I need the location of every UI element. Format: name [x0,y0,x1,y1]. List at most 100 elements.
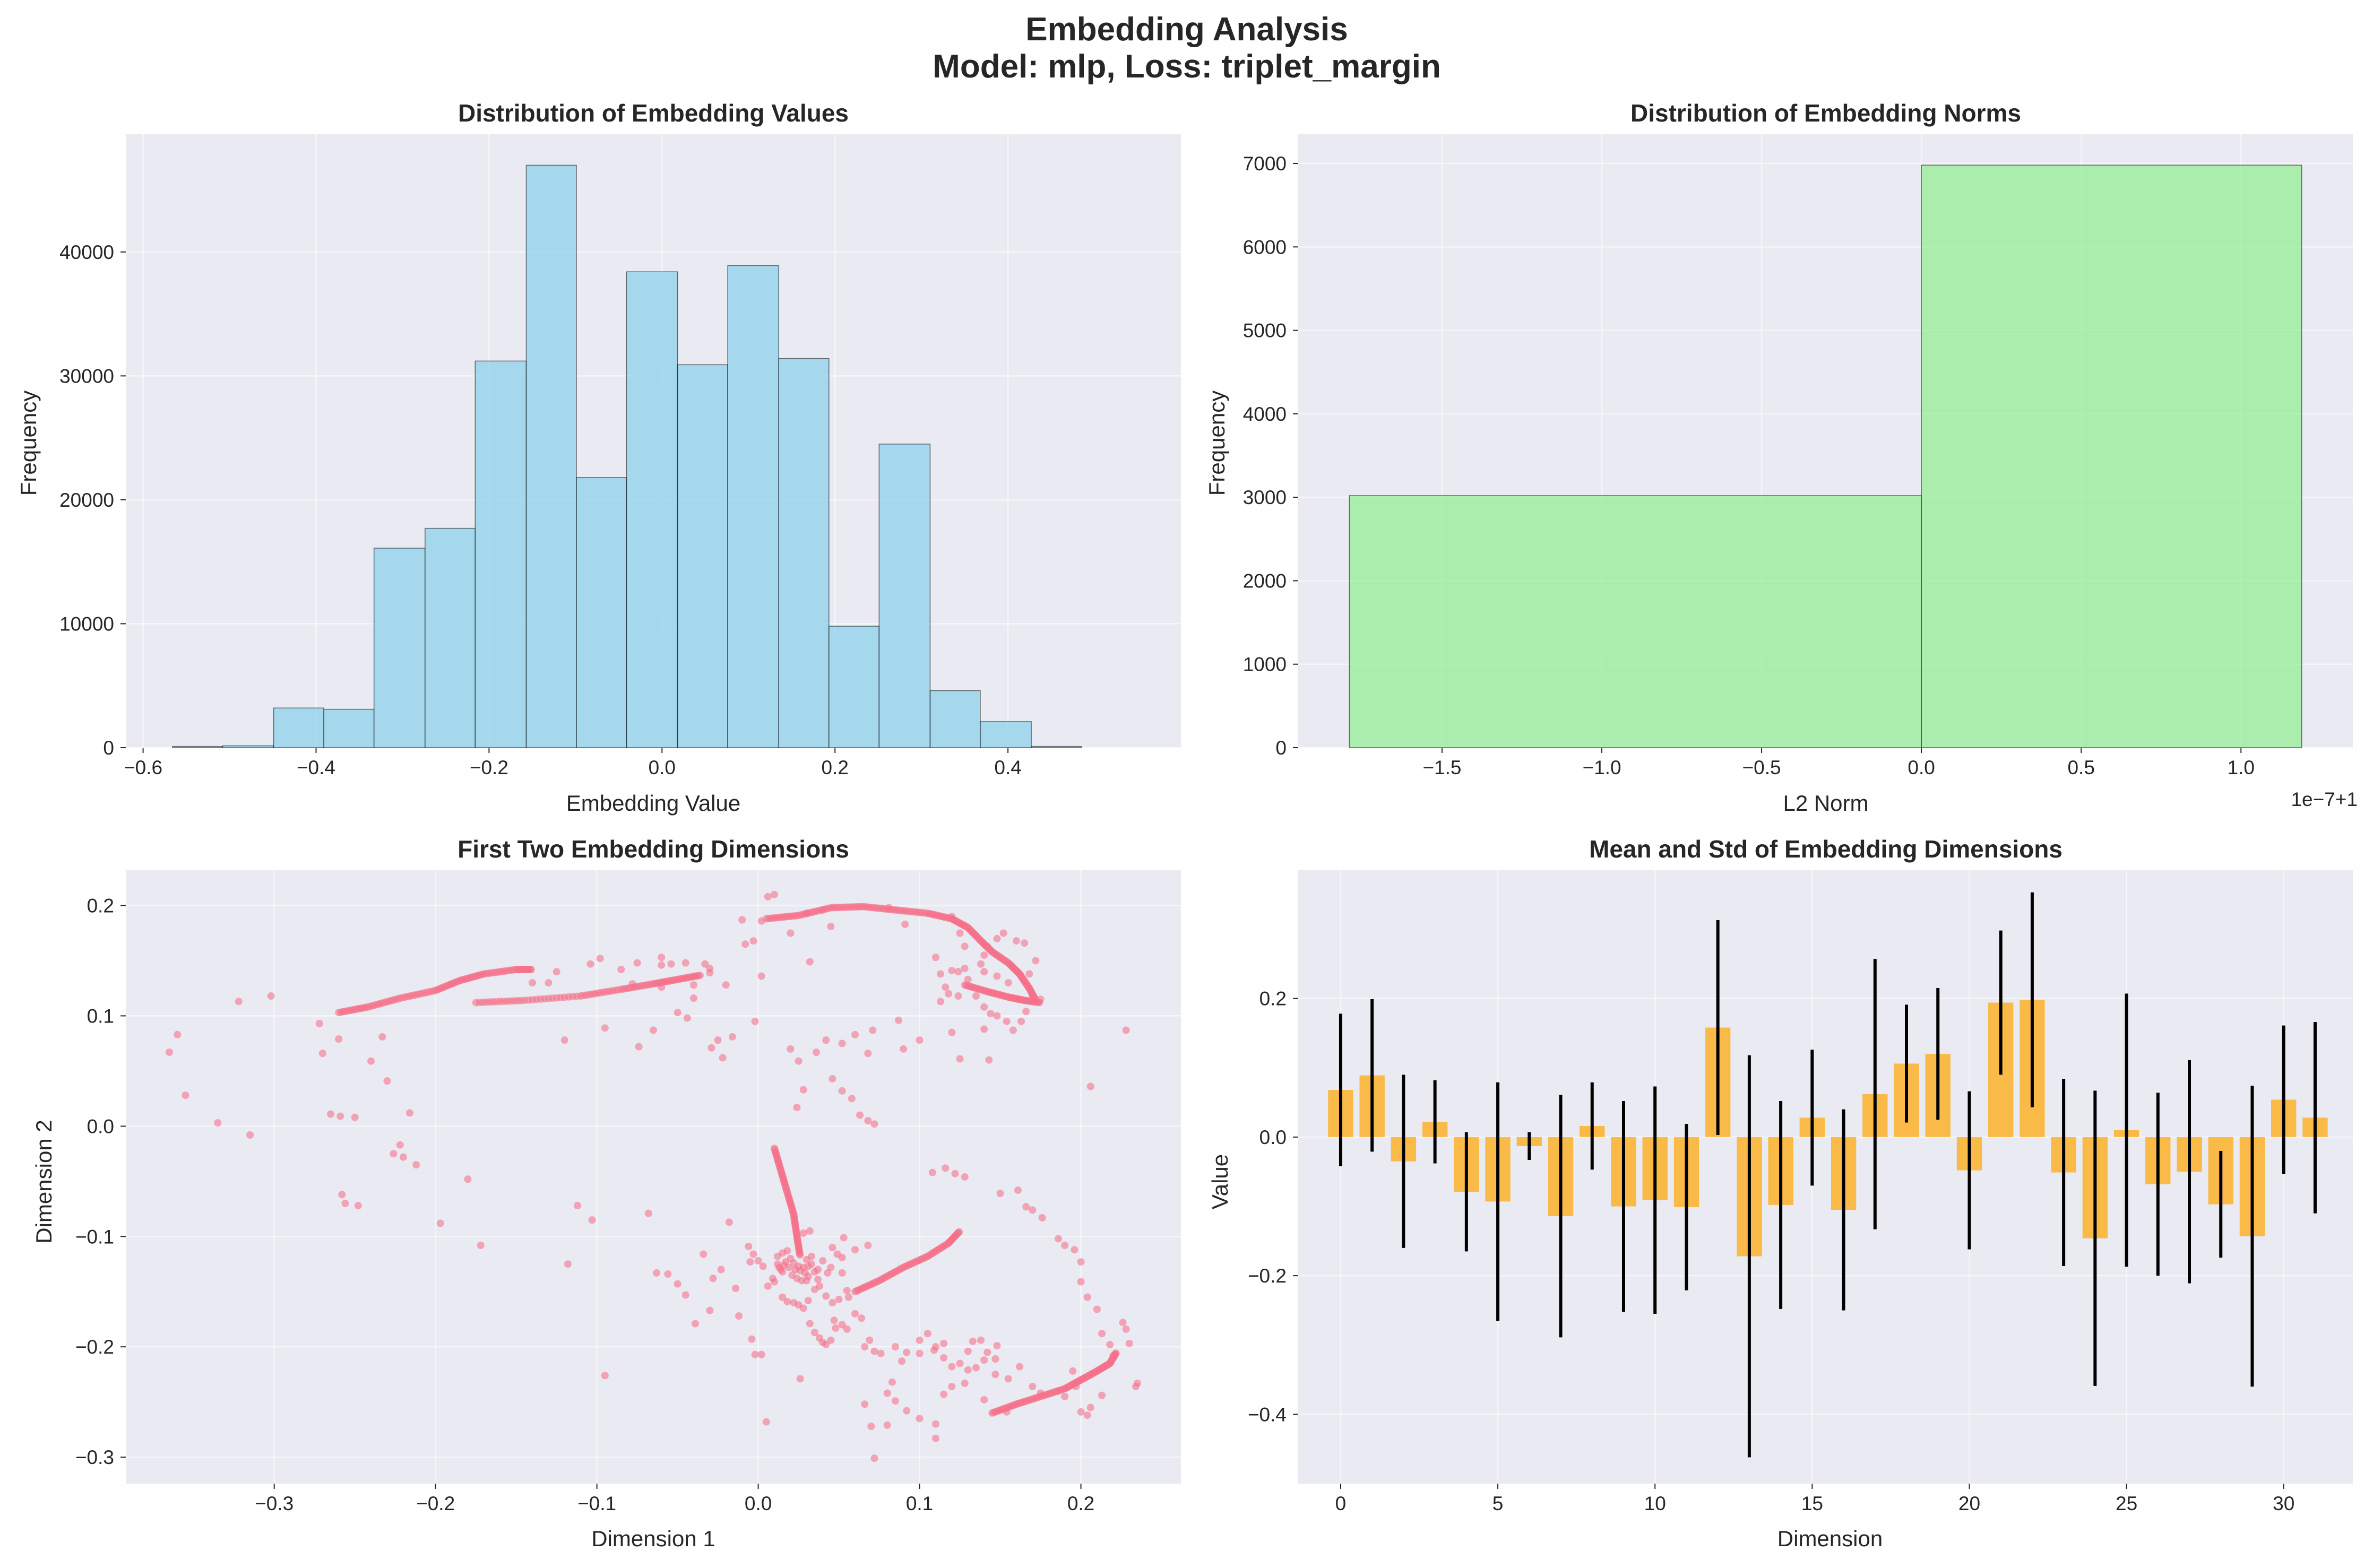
scatter-point [987,1010,995,1018]
norms-histogram-title: Distribution of Embedding Norms [1630,99,2021,127]
scatter-point [1012,937,1020,945]
scatter-point [246,1131,254,1139]
scatter-point [335,1035,343,1043]
scatter-point [378,1033,386,1041]
scatter-point [991,1371,999,1379]
scatter-point [709,1275,717,1283]
values-hist-xtick-label: −0.4 [297,757,335,778]
scatter-point [689,981,697,989]
scatter-point [813,1049,821,1056]
scatter-point [891,1343,899,1351]
scatter-point [336,1112,344,1120]
scatter-point [898,1357,906,1365]
scatter-point [1086,1082,1094,1090]
scatter-point [405,1109,413,1117]
scatter-point [956,1055,964,1063]
scatter-point [1119,1319,1127,1327]
scatter-point [788,1271,796,1279]
scatter-xtick-label: 0.0 [745,1493,772,1514]
scatter-point [961,1379,969,1387]
scatter-point [916,1036,924,1044]
scatter-point [895,1016,903,1024]
scatter-point [1061,1392,1069,1400]
scatter-point [888,1378,896,1386]
scatter-point [1022,1008,1030,1016]
scatter-point [861,1400,869,1408]
scatter-point [667,960,675,968]
scatter-point [674,1280,681,1288]
values-hist-xtick-label: 0.4 [994,757,1021,778]
scatter-point [964,1366,972,1374]
scatter-point [993,972,1001,980]
scatter-point [827,1263,835,1271]
values-hist-bar [980,721,1032,748]
scatter-point [464,1175,472,1183]
scatter-point [806,958,814,966]
meanstd-ytick-label: −0.2 [1248,1265,1287,1287]
scatter-point [658,954,666,961]
scatter-point [810,1268,818,1276]
scatter-point [843,1287,851,1295]
scatter-point [783,1297,791,1305]
scatter-point [851,1030,859,1038]
scatter-point [945,990,953,998]
scatter-point [1093,1305,1101,1313]
scatter-point [1003,1017,1011,1025]
scatter-panel: First Two Embedding Dimensions Dimension… [31,835,1181,1551]
values-hist-bar [273,707,324,748]
values-hist-bar [1031,746,1082,748]
scatter-point [798,1277,806,1285]
scatter-point [807,1260,815,1268]
norms-histogram-xlabel: L2 Norm [1783,791,1868,816]
scatter-point [985,1056,993,1064]
scatter-point [327,1110,335,1118]
meanstd-xlabel: Dimension [1777,1526,1883,1551]
scatter-point [807,1252,815,1260]
meanstd-ytick-label: 0.0 [1259,1127,1287,1148]
scatter-point [799,1229,807,1237]
scatter-point [706,969,714,977]
scatter-point [235,998,243,1006]
scatter-point [635,1043,643,1051]
figure-title-line2: Model: mlp, Loss: triplet_margin [933,48,1441,85]
values-hist-bar [878,444,931,748]
scatter-point [980,968,988,976]
scatter-point [796,1251,804,1259]
scatter-point [903,1407,911,1415]
scatter-point [725,1218,733,1226]
scatter-point [980,1003,988,1011]
scatter-point [956,929,964,937]
scatter-point [1029,1383,1037,1391]
scatter-point [749,937,757,945]
values-hist-bar [727,265,780,748]
scatter-point [844,1293,852,1301]
scatter-point [689,994,697,1002]
scatter-point [757,972,765,980]
norms-hist-xtick-label: 0.0 [1908,757,1935,778]
values-histogram-plot: −0.6 −0.4 −0.2 0.0 0.2 0.4 0 10000 20000 30000 400… [59,134,1181,778]
scatter-plot: −0.3 −0.2 −0.1 0.0 0.1 0.2 −0.3 −0.2 −0.1 0.0 0.1 0… [75,870,1181,1514]
scatter-point [390,1150,398,1158]
norms-hist-ytick-label: 1000 [1243,654,1287,675]
scatter-ytick-label: 0.1 [87,1005,114,1027]
norms-histogram-plot: −1.5 −1.0 −0.5 0.0 0.5 1.0 0 1000 2000 3000 4000 50… [1243,134,2353,778]
scatter-point [1022,1203,1030,1211]
scatter-point [870,1120,878,1128]
scatter-point [851,1310,859,1318]
scatter-point [977,1336,985,1344]
scatter-point [954,968,962,976]
scatter-point [706,1306,714,1314]
scatter-point [367,1057,375,1065]
scatter-point [840,1234,848,1242]
values-histogram-xlabel: Embedding Value [566,791,740,816]
scatter-point [972,1364,980,1372]
scatter-point [900,1045,908,1053]
scatter-point [783,1247,791,1255]
scatter-point [1106,1341,1114,1349]
scatter-point [822,1036,830,1044]
values-hist-bar [677,364,728,748]
norms-histogram-ylabel: Frequency [1204,391,1229,496]
scatter-point [182,1091,189,1099]
scatter-point [954,992,962,1000]
scatter-point [586,960,594,968]
